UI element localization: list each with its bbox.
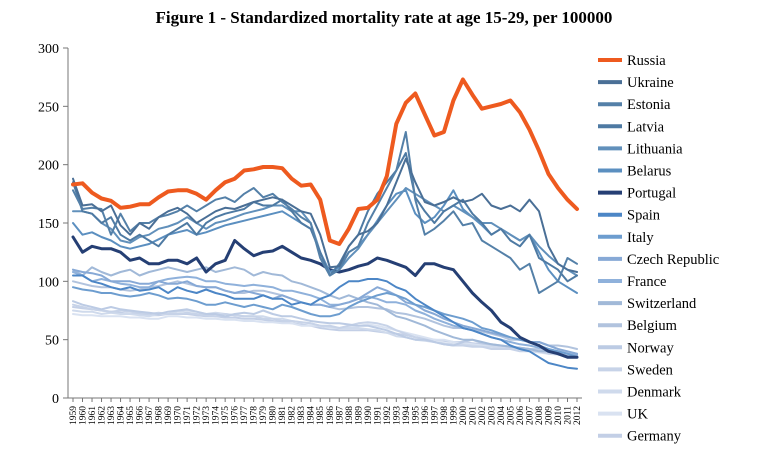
x-tick-label: 1993 <box>392 406 402 425</box>
x-tick-label: 1999 <box>449 406 459 425</box>
series-line-switzerland <box>72 266 578 359</box>
x-tick-label: 2000 <box>459 406 469 425</box>
series-line-czech-republic <box>72 268 578 355</box>
x-tick-label: 1991 <box>373 406 383 425</box>
x-tick-label: 1976 <box>231 406 241 425</box>
x-tick-label: 1995 <box>411 406 421 425</box>
legend-label: Spain <box>627 208 661 224</box>
legend-label: Sweden <box>627 362 674 378</box>
x-tick-label: 1965 <box>126 406 136 425</box>
x-tick-label: 1992 <box>383 406 393 425</box>
x-tick-label: 2005 <box>506 406 516 425</box>
legend-label: Switzerland <box>627 296 697 312</box>
x-tick-label: 1973 <box>202 406 212 425</box>
legend-label: Czech Republic <box>627 252 719 268</box>
x-tick-label: 1979 <box>259 406 269 425</box>
x-tick-label: 1963 <box>107 406 117 425</box>
x-tick-label: 1966 <box>136 406 146 425</box>
x-tick-label: 1982 <box>288 406 298 425</box>
x-tick-label: 2010 <box>554 406 564 425</box>
chart-title: Figure 1 - Standardized mortality rate a… <box>155 8 613 27</box>
x-tick-label: 2008 <box>535 406 545 425</box>
series-lines <box>71 77 579 370</box>
x-tick-label: 1960 <box>79 406 89 425</box>
x-tick-label: 1990 <box>364 406 374 425</box>
x-tick-label: 2004 <box>497 406 507 425</box>
x-tick-label: 1970 <box>174 406 184 425</box>
x-tick-label: 2003 <box>487 406 497 425</box>
legend-label: Portugal <box>627 186 676 202</box>
legend-label: Germany <box>627 429 682 445</box>
x-tick-label: 1975 <box>221 406 231 425</box>
legend-label: Belarus <box>627 164 672 180</box>
y-tick-label: 300 <box>38 42 59 57</box>
legend-label: Italy <box>627 230 654 246</box>
x-tick-label: 2009 <box>544 406 554 425</box>
x-tick-label: 1978 <box>250 406 260 425</box>
legend-label: Lithuania <box>627 141 683 157</box>
x-tick-label: 1981 <box>278 406 288 425</box>
legend-label: Estonia <box>627 97 671 113</box>
x-tick-label: 1987 <box>335 406 345 425</box>
x-tick-label: 1996 <box>421 406 431 425</box>
x-tick-label: 2011 <box>563 406 573 425</box>
x-tick-label: 1962 <box>98 406 108 425</box>
x-tick-label: 1964 <box>117 406 127 425</box>
legend-label: Latvia <box>627 119 665 135</box>
x-tick-label: 2012 <box>573 406 583 425</box>
x-tick-label: 1988 <box>345 406 355 425</box>
y-tick-label: 250 <box>38 100 59 115</box>
x-tick-label: 1986 <box>326 406 336 425</box>
x-tick-label: 1972 <box>193 406 203 425</box>
legend-label: Ukraine <box>627 75 674 91</box>
x-tick-label: 1984 <box>307 406 317 425</box>
series-line-spain <box>72 274 578 370</box>
legend: Russia Ukraine Estonia Latvia Lithuania Belar… <box>598 53 719 445</box>
legend-label: UK <box>627 407 648 423</box>
y-tick-label: 0 <box>52 392 59 407</box>
x-tick-label: 1969 <box>164 406 174 425</box>
series-line-italy <box>72 286 578 359</box>
x-tick-label: 2007 <box>525 406 535 425</box>
y-tick-label: 100 <box>38 275 59 290</box>
series-line-ukraine <box>72 157 578 273</box>
y-tick-label: 200 <box>38 159 59 174</box>
x-tick-label: 1974 <box>212 406 222 425</box>
x-tick-label: 1968 <box>155 406 165 425</box>
x-tick-label: 2002 <box>478 406 488 425</box>
x-tick-label: 1971 <box>183 406 193 425</box>
x-tick-label: 1997 <box>430 406 440 425</box>
x-tick-label: 1985 <box>316 406 326 425</box>
x-tick-label: 1959 <box>69 406 79 425</box>
legend-label: France <box>627 274 666 290</box>
x-tick-label: 2006 <box>516 406 526 425</box>
x-tick-label: 1998 <box>440 406 450 425</box>
x-tick-label: 1983 <box>297 406 307 425</box>
y-tick-label: 150 <box>38 217 59 232</box>
y-tick-label: 50 <box>45 334 59 349</box>
x-tick-label: 1961 <box>88 406 98 425</box>
legend-label: Russia <box>627 53 666 69</box>
x-tick-label: 1994 <box>402 406 412 425</box>
x-tick-label: 1977 <box>240 406 250 425</box>
x-tick-label: 2001 <box>468 406 478 425</box>
x-tick-label: 1989 <box>354 406 364 425</box>
series-line-latvia <box>72 152 578 283</box>
legend-label: Denmark <box>627 385 682 401</box>
series-line-russia <box>71 77 579 246</box>
x-tick-label: 1967 <box>145 406 155 425</box>
legend-label: Norway <box>627 340 674 356</box>
legend-label: Belgium <box>627 318 678 334</box>
x-tick-label: 1980 <box>269 406 279 425</box>
